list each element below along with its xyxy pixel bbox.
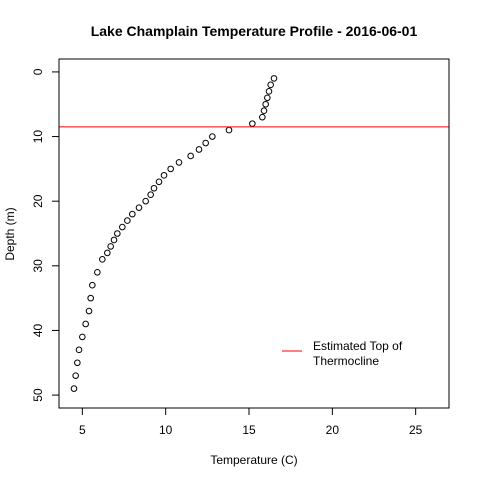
- data-point: [79, 333, 86, 341]
- data-point: [147, 191, 154, 199]
- y-tick-label: 30: [31, 259, 45, 273]
- data-point: [187, 152, 194, 160]
- data-point: [267, 81, 274, 89]
- data-point: [74, 359, 81, 367]
- x-tick-label: 20: [326, 423, 340, 437]
- data-point: [209, 133, 216, 140]
- data-point: [150, 184, 158, 192]
- x-tick-label: 5: [79, 423, 86, 437]
- chart-title: Lake Champlain Temperature Profile - 201…: [91, 23, 418, 39]
- data-point: [129, 210, 136, 218]
- plot-frame: [58, 58, 450, 409]
- legend-label-line1: Estimated Top of: [313, 339, 403, 353]
- data-point: [225, 126, 233, 134]
- data-point: [155, 178, 163, 186]
- data-point: [260, 107, 268, 115]
- legend-label-line2: Thermocline: [313, 354, 379, 368]
- legend: Estimated Top of Thermocline: [282, 339, 403, 368]
- data-point: [167, 165, 174, 173]
- data-point: [85, 307, 93, 315]
- plot-area: [58, 58, 450, 409]
- data-point: [104, 249, 111, 257]
- data-point: [259, 113, 266, 121]
- data-point: [249, 120, 256, 127]
- data-point: [110, 236, 118, 244]
- data-point: [264, 94, 271, 102]
- data-point: [72, 372, 79, 379]
- data-point: [114, 230, 121, 237]
- data-point: [89, 281, 96, 289]
- data-point: [87, 294, 94, 302]
- data-point: [82, 320, 89, 328]
- data-point: [175, 159, 183, 166]
- x-tick-label: 15: [242, 423, 256, 437]
- data-points: [70, 75, 278, 392]
- data-point: [262, 100, 269, 108]
- data-point: [124, 217, 131, 224]
- data-point: [75, 346, 83, 354]
- data-point: [119, 223, 126, 231]
- data-point: [202, 139, 209, 147]
- y-axis-title: Depth (m): [3, 207, 17, 260]
- data-point: [135, 204, 143, 211]
- data-point: [142, 197, 149, 205]
- x-axis-title: Temperature (C): [210, 453, 297, 467]
- data-point: [160, 172, 168, 179]
- y-axis: 0 10 20 30 40 50: [31, 68, 60, 402]
- y-tick-label: 10: [31, 130, 45, 144]
- x-axis: 5 10 15 20 25: [79, 407, 423, 437]
- data-point: [107, 243, 114, 250]
- data-point: [270, 75, 278, 82]
- x-tick-label: 25: [409, 423, 423, 437]
- data-point: [94, 268, 101, 276]
- x-tick-label: 10: [159, 423, 173, 437]
- y-tick-label: 0: [31, 68, 45, 75]
- data-point: [99, 256, 106, 263]
- y-tick-label: 20: [31, 194, 45, 208]
- data-point: [70, 385, 78, 392]
- data-point: [265, 88, 273, 95]
- y-tick-label: 40: [31, 323, 45, 337]
- y-tick-label: 50: [31, 388, 45, 402]
- data-point: [195, 146, 203, 153]
